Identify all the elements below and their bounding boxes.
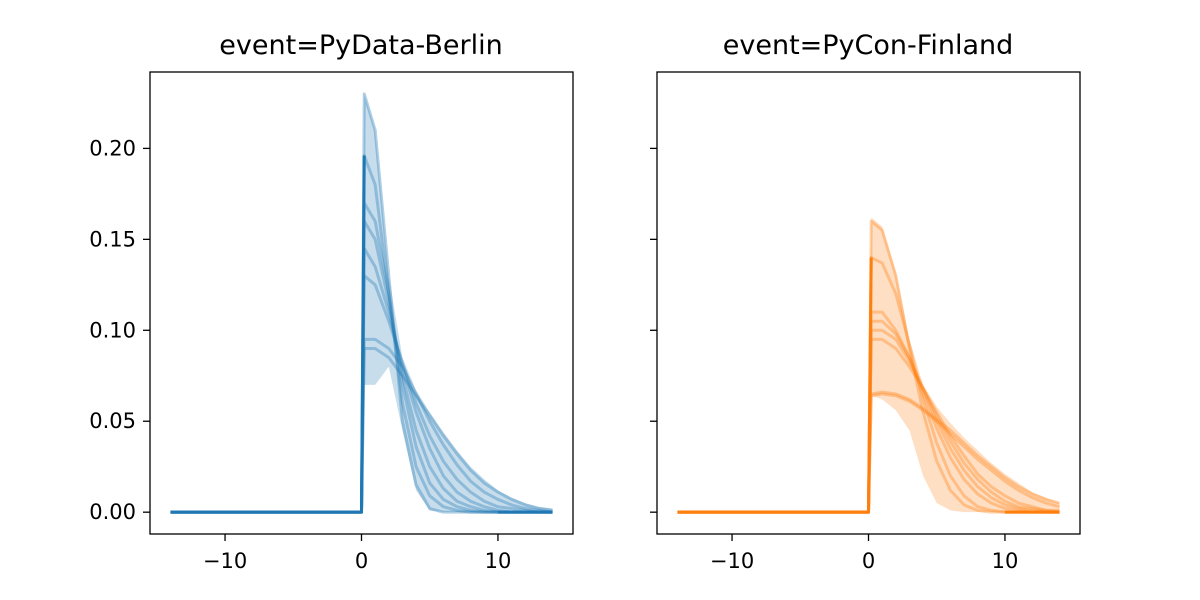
panel-pycon-finland: event=PyCon-Finland −10 0 10 [650,30,1081,573]
x-tick-label: −10 [203,549,247,573]
x-tick-label: 10 [992,549,1019,573]
mean-curve [677,257,873,514]
panel-pydata-berlin: event=PyData-Berlin −10 0 10 0.00 0.05 0.10 0.… [89,30,574,573]
x-tick-label: 10 [485,549,512,573]
y-tick-label: 0.00 [89,500,136,524]
plot-area [677,217,1060,514]
panel-title: event=PyCon-Finland [723,30,1014,61]
y-tick-label: 0.10 [89,318,136,342]
axis-ticks: −10 0 10 [650,147,1019,573]
credible-band [868,217,1060,513]
y-tick-label: 0.20 [89,136,136,160]
x-tick-label: −10 [710,549,754,573]
y-tick-label: 0.15 [89,227,136,251]
axis-ticks: −10 0 10 0.00 0.05 0.10 0.15 0.20 [89,136,511,573]
x-tick-label: 0 [355,549,368,573]
x-tick-label: 0 [862,549,875,573]
plot-area [170,92,553,514]
y-tick-label: 0.05 [89,409,136,433]
panel-title: event=PyData-Berlin [219,30,502,61]
mean-curve [170,155,366,514]
credible-band [361,93,553,513]
